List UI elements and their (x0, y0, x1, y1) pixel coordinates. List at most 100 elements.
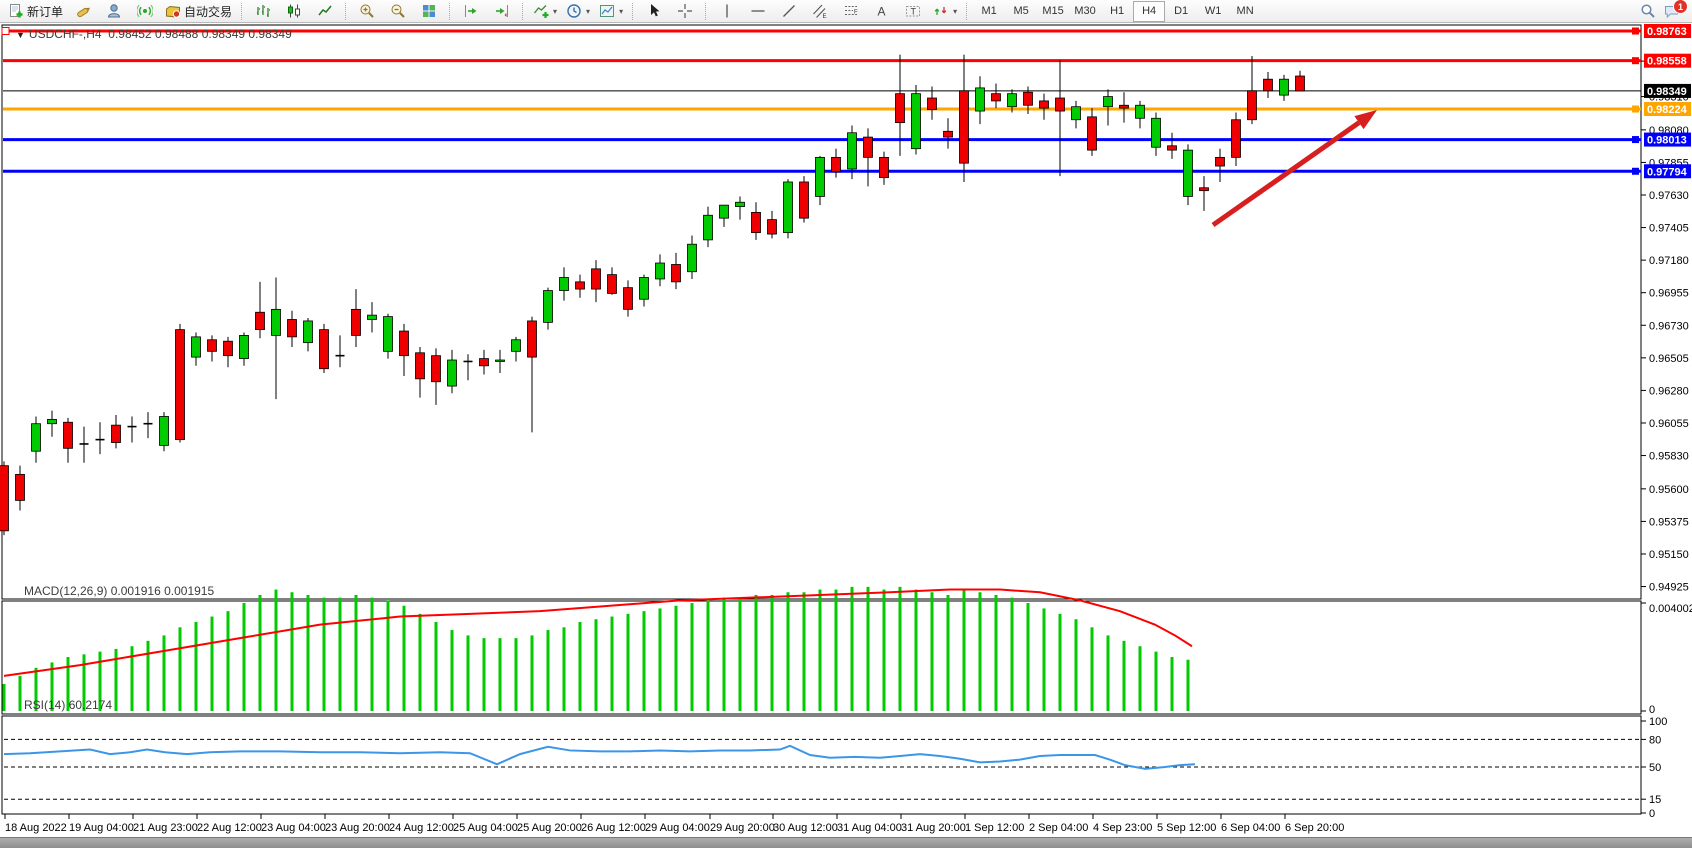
svg-text:29 Aug 20:00: 29 Aug 20:00 (710, 822, 775, 834)
toolbar-separator (241, 2, 243, 20)
macd-values: 0.001916 0.001915 (110, 584, 215, 598)
svg-text:80: 80 (1649, 734, 1661, 746)
svg-text:5 Sep 12:00: 5 Sep 12:00 (1157, 822, 1216, 834)
svg-text:0.98013: 0.98013 (1647, 135, 1687, 147)
toolbar-separator (632, 2, 634, 20)
line-chart-icon (318, 5, 332, 16)
svg-text:0.97180: 0.97180 (1649, 255, 1689, 267)
svg-text:E: E (823, 14, 827, 19)
text-icon: A (878, 5, 886, 19)
symbol-period-label: USDCHF-,H4 (28, 27, 102, 41)
svg-text:0.97630: 0.97630 (1649, 190, 1689, 202)
svg-text:24 Aug 12:00: 24 Aug 12:00 (389, 822, 454, 834)
svg-text:0.96505: 0.96505 (1649, 353, 1689, 365)
indicators-button[interactable]: ▾ (529, 0, 561, 23)
main-toolbar: 新订单 自动交易 ▾ ▾ (0, 0, 1692, 23)
indicators-dropdown-arrow[interactable]: ▾ (553, 6, 558, 16)
horizontal-line-button[interactable] (743, 0, 773, 23)
macd-indicator-label: MACD(12,26,9) 0.001916 0.001915 (24, 584, 214, 598)
vertical-line-icon (726, 4, 728, 18)
svg-text:0.98349: 0.98349 (1647, 86, 1687, 98)
chart-shift-button[interactable] (487, 0, 517, 23)
crayon-button[interactable] (68, 0, 98, 23)
svg-text:0.98224: 0.98224 (1647, 104, 1688, 116)
timeframe-h1[interactable]: H1 (1110, 5, 1125, 17)
timeframe-h4[interactable]: H4 (1133, 0, 1166, 22)
zoom-out-button[interactable] (383, 0, 413, 23)
timeframe-d1[interactable]: D1 (1174, 5, 1189, 17)
window-bottom-strip (0, 837, 1692, 848)
svg-text:0.95600: 0.95600 (1649, 484, 1689, 496)
svg-text:0.004002: 0.004002 (1649, 603, 1692, 615)
line-chart-button[interactable] (310, 0, 340, 23)
crosshair-icon (678, 4, 693, 18)
notifications-button[interactable]: 1 (1664, 0, 1688, 19)
fibonacci-button[interactable]: F (836, 0, 866, 23)
chart-canvas[interactable]: 0.985550.983100.980800.978550.976300.974… (0, 23, 1692, 837)
svg-text:26 Aug 12:00: 26 Aug 12:00 (581, 822, 646, 834)
timeframe-m30[interactable]: M30 (1074, 5, 1096, 17)
timeframe-m1[interactable]: M1 (981, 5, 997, 17)
symbol-dropdown-icon: ▼ (16, 30, 25, 40)
svg-text:31 Aug 20:00: 31 Aug 20:00 (901, 822, 966, 834)
templates-dropdown-arrow[interactable]: ▾ (619, 6, 624, 16)
svg-text:22 Aug 12:00: 22 Aug 12:00 (197, 822, 262, 834)
horizontal-line-icon (751, 10, 765, 12)
trendline-button[interactable] (774, 0, 804, 23)
cursor-button[interactable] (639, 0, 669, 23)
svg-text:6 Sep 20:00: 6 Sep 20:00 (1285, 822, 1344, 834)
trendline-icon (783, 5, 796, 17)
periods-button[interactable]: ▾ (562, 0, 594, 23)
signal-button[interactable] (130, 0, 160, 23)
arrows-dropdown-arrow[interactable]: ▾ (953, 6, 958, 16)
svg-text:23 Aug 04:00: 23 Aug 04:00 (261, 822, 326, 834)
svg-text:0.96730: 0.96730 (1649, 320, 1689, 332)
periods-dropdown-arrow[interactable]: ▾ (586, 6, 591, 16)
toolbar-separator (345, 2, 347, 20)
svg-text:F: F (854, 10, 858, 16)
text-button[interactable]: A (867, 0, 897, 23)
svg-text:25 Aug 04:00: 25 Aug 04:00 (453, 822, 518, 834)
timeframe-m15[interactable]: M15 (1042, 5, 1064, 17)
indicators-icon (534, 5, 549, 18)
autotrading-icon (166, 5, 181, 18)
chart-window[interactable]: 0.985550.983100.980800.978550.976300.974… (0, 23, 1692, 837)
candlestick-icon (288, 4, 301, 18)
arrows-tool-button[interactable]: ▾ (929, 0, 961, 23)
equidistant-channel-button[interactable]: E (805, 0, 835, 23)
text-label-button[interactable]: T (898, 0, 928, 23)
new-order-button[interactable]: 新订单 (4, 0, 67, 23)
search-icon[interactable] (1640, 3, 1656, 19)
zoom-in-button[interactable] (352, 0, 382, 23)
svg-text:19 Aug 04:00: 19 Aug 04:00 (69, 822, 134, 834)
svg-text:4 Sep 23:00: 4 Sep 23:00 (1093, 822, 1152, 834)
candlestick-button[interactable] (279, 0, 309, 23)
tile-windows-button[interactable] (414, 0, 444, 23)
bar-chart-button[interactable] (248, 0, 278, 23)
auto-scroll-button[interactable] (456, 0, 486, 23)
timeframe-m5[interactable]: M5 (1013, 5, 1029, 17)
macd-name: MACD(12,26,9) (24, 584, 108, 598)
svg-text:0.98558: 0.98558 (1647, 56, 1687, 68)
timeframe-mn[interactable]: MN (1236, 5, 1254, 17)
rsi-indicator-label: RSI(14) 60.2174 (24, 698, 112, 712)
timeframe-w1[interactable]: W1 (1204, 5, 1222, 17)
autotrading-label: 自动交易 (184, 4, 233, 19)
svg-text:25 Aug 20:00: 25 Aug 20:00 (517, 822, 582, 834)
crosshair-button[interactable] (670, 0, 700, 23)
cursor-icon (651, 4, 660, 17)
signal-icon (137, 4, 154, 18)
autotrading-button[interactable]: 自动交易 (161, 0, 236, 23)
svg-text:50: 50 (1649, 762, 1661, 774)
support-button[interactable] (99, 0, 129, 23)
svg-text:0.96280: 0.96280 (1649, 385, 1689, 397)
support-person-icon (108, 4, 121, 18)
zoom-out-icon (391, 4, 405, 18)
arrows-tool-icon (934, 7, 947, 15)
rsi-value: 60.2174 (68, 698, 113, 712)
clock-icon (567, 4, 581, 18)
templates-button[interactable]: ▾ (595, 0, 627, 23)
svg-text:18 Aug 2022: 18 Aug 2022 (5, 822, 67, 834)
svg-text:A: A (878, 5, 886, 19)
vertical-line-button[interactable] (712, 0, 742, 23)
